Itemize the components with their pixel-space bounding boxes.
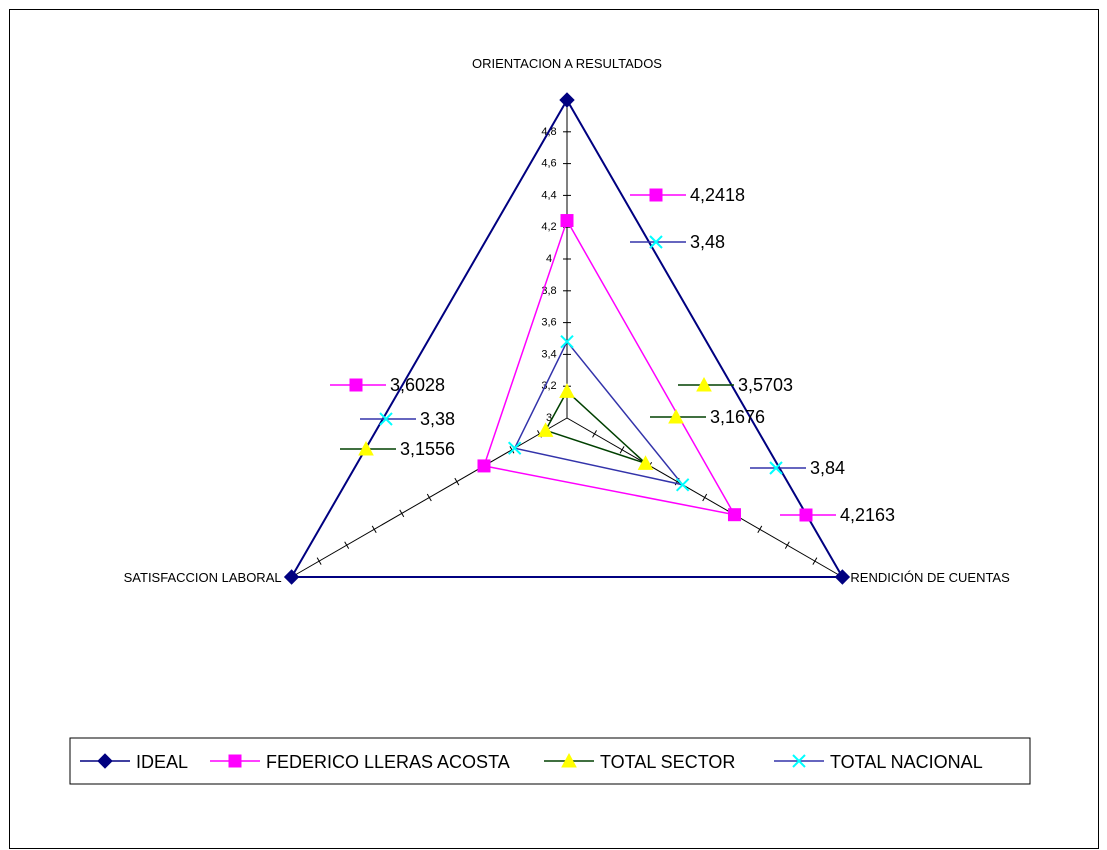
- data-label: 4,2418: [690, 185, 745, 205]
- marker-square: [228, 754, 242, 768]
- radar-axis-tick: [426, 493, 432, 502]
- radar-axes: 33,23,43,63,844,24,44,64,8: [291, 100, 843, 578]
- series-polygon-0: [289, 97, 845, 578]
- radar-series: [289, 97, 845, 578]
- radar-axis-tick: [454, 477, 460, 486]
- legend-entry: TOTAL NACIONAL: [830, 752, 983, 772]
- radar-tick-label: 4: [546, 253, 552, 265]
- marker-square: [560, 214, 574, 228]
- marker-triangle: [559, 383, 575, 398]
- data-label: 3,84: [810, 458, 845, 478]
- marker-square: [477, 459, 491, 473]
- marker-diamond: [283, 569, 300, 585]
- marker-diamond: [559, 92, 575, 108]
- radar-axis-tick: [399, 509, 405, 518]
- series-polygon-2: [544, 390, 647, 465]
- radar-axis-tick: [619, 446, 625, 454]
- radar-tick-label: 3,6: [541, 317, 556, 329]
- data-label: 3,6028: [390, 375, 445, 395]
- marker-x: [507, 441, 522, 455]
- category-label: ORIENTACION A RESULTADOS: [472, 56, 662, 71]
- radar-axis-tick: [316, 557, 322, 565]
- data-label: 3,38: [420, 409, 455, 429]
- data-label: 3,5703: [738, 375, 793, 395]
- marker-x: [769, 461, 783, 475]
- radar-tick-label: 4,6: [541, 158, 556, 170]
- radar-tick-label: 3,8: [541, 285, 556, 297]
- series-polygon-1: [483, 218, 736, 516]
- marker-x: [560, 334, 574, 349]
- marker-x: [649, 235, 663, 249]
- radar-axis-tick: [371, 525, 377, 534]
- radar-axis-tick: [344, 541, 350, 549]
- radar-axis-tick: [702, 493, 708, 502]
- data-label: 3,1556: [400, 439, 455, 459]
- marker-square: [349, 378, 363, 392]
- radar-data-labels: 4,2418 4,2163 3,6028 3,1676 3,5703 3,1556 3,48…: [330, 185, 895, 525]
- radar-category-labels: ORIENTACION A RESULTADOS RENDICIÓN DE CUE…: [124, 56, 1010, 585]
- marker-diamond: [834, 569, 851, 585]
- series-polygon-3: [513, 340, 685, 486]
- marker-x: [792, 754, 806, 768]
- marker-square: [649, 188, 663, 202]
- radar-tick-label: 4,4: [541, 189, 556, 201]
- marker-triangle: [537, 422, 554, 437]
- data-label: 3,1676: [710, 407, 765, 427]
- category-label: SATISFACCION LABORAL: [124, 570, 282, 585]
- marker-triangle: [358, 440, 374, 456]
- legend-entry: FEDERICO LLERAS ACOSTA: [266, 752, 510, 772]
- marker-x: [675, 478, 690, 492]
- radar-tick-label: 3,2: [541, 380, 556, 392]
- category-label: RENDICIÓN DE CUENTAS: [850, 570, 1010, 585]
- radar-axis-tick: [757, 525, 763, 534]
- radar-axis-tick: [784, 541, 790, 549]
- radar-axis-tick: [592, 430, 597, 438]
- legend-entry: IDEAL: [136, 752, 188, 772]
- marker-triangle: [696, 376, 712, 392]
- radar-tick-label: 4,2: [541, 221, 556, 233]
- marker-square: [799, 508, 813, 522]
- marker-diamond: [97, 753, 113, 769]
- radar-tick-label: 3,4: [541, 348, 556, 360]
- legend: IDEAL FEDERICO LLERAS ACOSTA TOTAL SECTOR T…: [69, 737, 1031, 785]
- marker-triangle: [561, 752, 577, 768]
- marker-square: [727, 508, 741, 522]
- marker-triangle: [668, 408, 684, 424]
- chart-frame: 3 3,2 3,4 3,6 3,8 4 4,2 4,4 4,6 4,8 4,2418 4,2163 3…: [9, 9, 1099, 849]
- marker-x: [379, 412, 393, 426]
- legend-entry: TOTAL SECTOR: [600, 752, 735, 772]
- data-label: 4,2163: [840, 505, 895, 525]
- data-label: 3,48: [690, 232, 725, 252]
- radar-markers: [283, 92, 851, 585]
- marker-triangle: [637, 455, 654, 470]
- radar-chart: 33,23,43,63,844,24,44,64,8 4,24184,21633…: [69, 56, 1031, 785]
- radar-tick-label: 3: [546, 412, 552, 424]
- radar-axis-tick: [812, 557, 818, 565]
